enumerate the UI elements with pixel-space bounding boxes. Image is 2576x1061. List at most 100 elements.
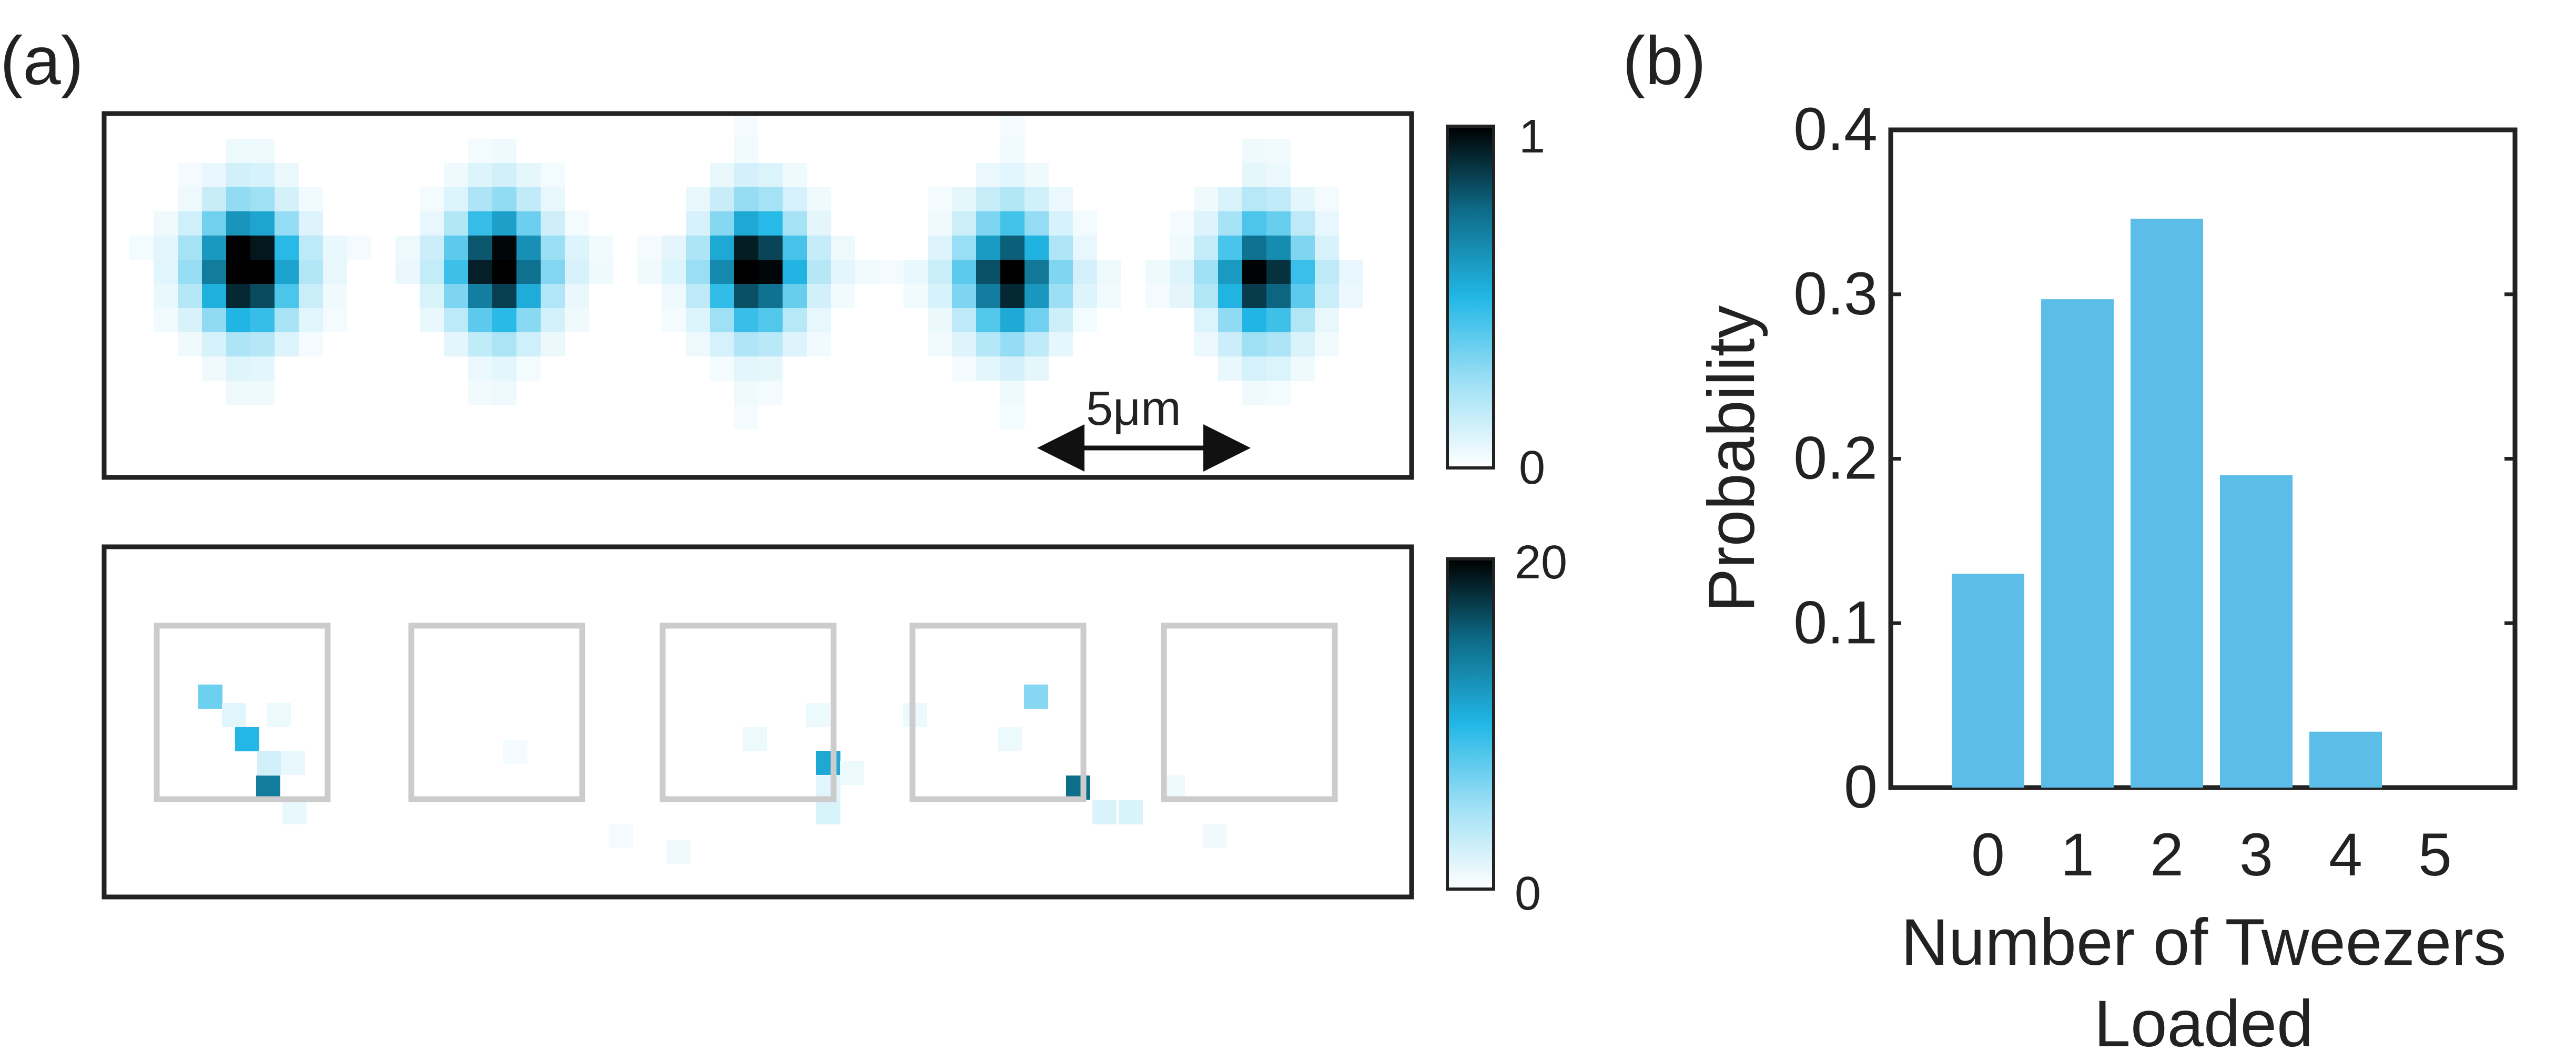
heatmap-pixel	[1049, 236, 1073, 260]
heatmap-pixel	[758, 211, 783, 236]
heatmap-pixel	[1315, 260, 1339, 284]
heatmap-pixel	[1315, 332, 1339, 356]
heatmap-pixel	[710, 236, 734, 260]
roi-box	[1161, 623, 1338, 802]
x-tick-label: 4	[2329, 821, 2362, 889]
heatmap-pixel	[282, 800, 307, 824]
heatmap-pixel	[129, 236, 154, 260]
heatmap-pixel	[758, 260, 783, 284]
heatmap-pixel	[1315, 284, 1339, 308]
roi-box	[154, 623, 331, 802]
heatmap-pixel	[1291, 356, 1315, 381]
bar	[2131, 218, 2203, 788]
heatmap-pixel	[299, 211, 323, 236]
heatmap-pixel	[516, 308, 541, 332]
bottom-colorbar-min: 0	[1515, 868, 1541, 920]
heatmap-pixel	[1194, 236, 1218, 260]
heatmap-pixel	[516, 284, 541, 308]
heatmap-pixel	[1049, 284, 1073, 308]
heatmap-pixel	[492, 332, 516, 356]
heatmap-pixel	[444, 211, 468, 236]
heatmap-pixel	[503, 740, 528, 764]
heatmap-pixel	[710, 308, 734, 332]
heatmap-pixel	[468, 236, 492, 260]
heatmap-pixel	[952, 236, 976, 260]
heatmap-pixel	[275, 211, 299, 236]
heatmap-pixel	[734, 187, 758, 211]
heatmap-pixel	[1025, 332, 1049, 356]
heatmap-pixel	[492, 260, 516, 284]
heatmap-pixel	[1266, 163, 1291, 187]
heatmap-pixel	[686, 332, 710, 356]
heatmap-pixel	[235, 727, 259, 751]
heatmap-pixel	[710, 260, 734, 284]
heatmap-pixel	[1025, 260, 1049, 284]
heatmap-pixel	[758, 332, 783, 356]
heatmap-pixel	[710, 211, 734, 236]
heatmap-pixel	[250, 187, 275, 211]
heatmap-pixel	[928, 260, 952, 284]
heatmap-pixel	[840, 761, 864, 785]
heatmap-pixel	[1266, 284, 1291, 308]
top-heatmap-frame	[102, 111, 1414, 480]
heatmap-pixel	[710, 163, 734, 187]
heatmap-pixel	[178, 332, 202, 356]
heatmap-pixel	[1266, 356, 1291, 381]
heatmap-pixel	[831, 236, 855, 260]
heatmap-pixel	[831, 284, 855, 308]
heatmap-pixel	[395, 260, 420, 284]
heatmap-pixel	[1218, 308, 1242, 332]
y-axis-label: Probability	[1695, 305, 1768, 612]
heatmap-pixel	[420, 308, 444, 332]
heatmap-pixel	[783, 308, 807, 332]
heatmap-pixel	[1000, 163, 1025, 187]
heatmap-pixel	[904, 284, 928, 308]
top-colorbar-min: 0	[1519, 442, 1545, 494]
heatmap-pixel	[468, 187, 492, 211]
heatmap-pixel	[734, 139, 758, 163]
heatmap-pixel	[420, 260, 444, 284]
heatmap-pixel	[198, 685, 222, 709]
heatmap-pixel	[565, 284, 589, 308]
top-colorbar	[1446, 125, 1495, 470]
heatmap-pixel	[468, 332, 492, 356]
heatmap-pixel	[492, 284, 516, 308]
roi-box	[909, 623, 1087, 802]
heatmap-pixel	[250, 211, 275, 236]
heatmap-pixel	[492, 139, 516, 163]
heatmap-pixel	[444, 308, 468, 332]
heatmap-pixel	[1092, 800, 1117, 824]
heatmap-pixel	[589, 236, 613, 260]
heatmap-pixel	[226, 356, 250, 381]
heatmap-pixel	[347, 236, 371, 260]
top-colorbar-max: 1	[1519, 110, 1545, 163]
heatmap-pixel	[1315, 211, 1339, 236]
heatmap-pixel	[250, 236, 275, 260]
heatmap-pixel	[516, 211, 541, 236]
heatmap-pixel	[1266, 381, 1291, 405]
heatmap-pixel	[468, 356, 492, 381]
heatmap-pixel	[1049, 187, 1073, 211]
heatmap-pixel	[202, 332, 226, 356]
bottom-colorbar	[1446, 557, 1495, 891]
heatmap-pixel	[154, 236, 178, 260]
heatmap-pixel	[1000, 284, 1025, 308]
heatmap-pixel	[662, 236, 686, 260]
heatmap-pixel	[758, 236, 783, 260]
heatmap-pixel	[816, 800, 840, 824]
heatmap-pixel	[178, 211, 202, 236]
heatmap-pixel	[758, 308, 783, 332]
heatmap-pixel	[226, 381, 250, 405]
heatmap-pixel	[299, 332, 323, 356]
heatmap-pixel	[1000, 139, 1025, 163]
heatmap-pixel	[516, 236, 541, 260]
heatmap-pixel	[734, 405, 758, 429]
heatmap-pixel	[395, 236, 420, 260]
heatmap-pixel	[662, 284, 686, 308]
heatmap-pixel	[952, 260, 976, 284]
heatmap-pixel	[1025, 211, 1049, 236]
heatmap-pixel	[928, 308, 952, 332]
heatmap-pixel	[275, 260, 299, 284]
heatmap-pixel	[589, 260, 613, 284]
heatmap-pixel	[492, 187, 516, 211]
